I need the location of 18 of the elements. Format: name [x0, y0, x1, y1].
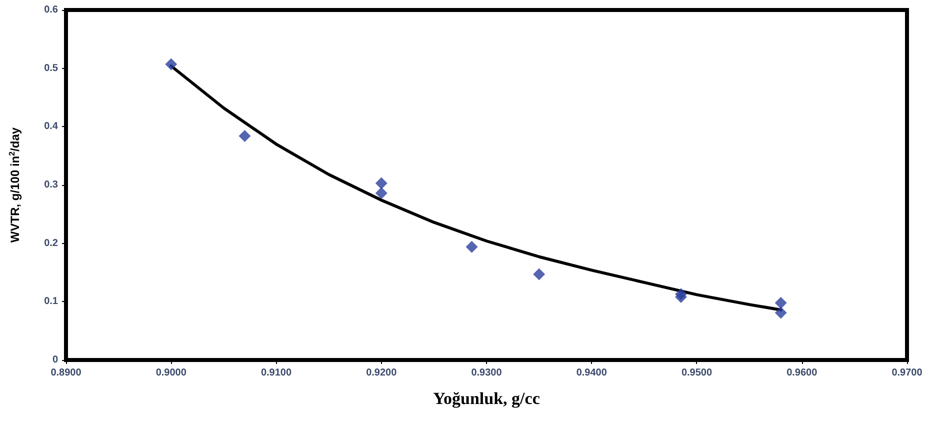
x-tick-label: 0.9500: [681, 368, 712, 378]
x-tick-label: 0.9700: [892, 368, 923, 378]
y-tick-label: 0.3: [44, 180, 58, 190]
x-axis-title: Yoğunluk, g/cc: [433, 389, 540, 408]
y-tick-label: 0.1: [44, 296, 58, 308]
x-tick-label: 0.9400: [576, 368, 608, 378]
x-tick-label: 0.8900: [50, 368, 82, 378]
y-tick-label: 0.4: [44, 121, 58, 132]
y-axis-title: WVTR, g/100 in2/day: [8, 127, 22, 243]
y-tick-label: 0.2: [44, 238, 58, 249]
y-tick-label: 0.5: [44, 62, 58, 74]
x-tick-label: 0.9100: [260, 368, 292, 378]
x-tick-label: 0.9200: [366, 368, 398, 378]
x-tick-label: 0.9300: [471, 368, 502, 378]
x-tick-label: 0.9000: [156, 368, 187, 378]
y-tick-label: 0: [52, 354, 58, 366]
y-tick-label: 0.6: [44, 4, 58, 16]
x-tick-label: 0.9600: [786, 368, 818, 378]
